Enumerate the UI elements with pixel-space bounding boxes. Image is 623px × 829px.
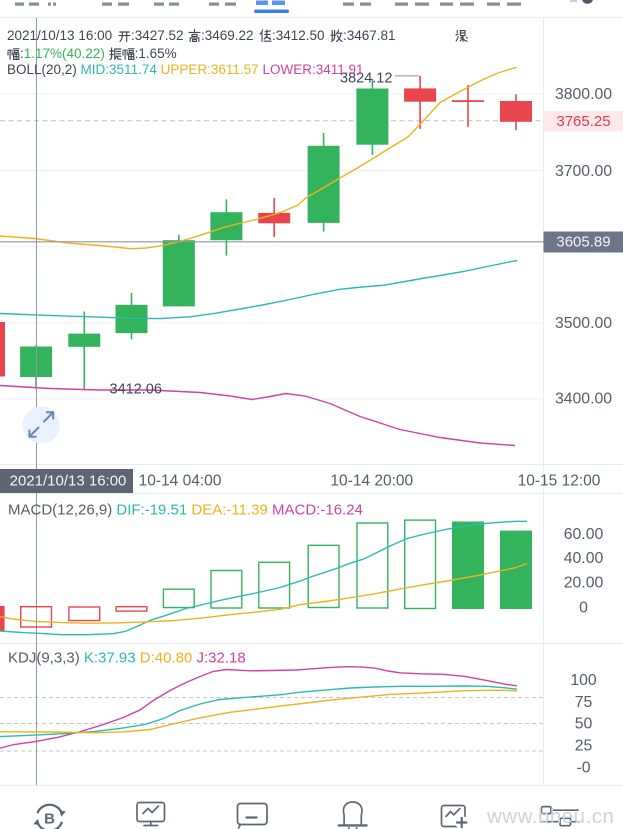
svg-text:2021/10/13 16:00: 2021/10/13 16:00	[10, 473, 127, 490]
svg-text:MACD(12,26,9) DIF:-19.51 DEA:-: MACD(12,26,9) DIF:-19.51 DEA:-11.39 MACD…	[8, 502, 363, 519]
svg-text:3700.00: 3700.00	[555, 163, 612, 180]
svg-text:3400.00: 3400.00	[555, 391, 612, 408]
svg-text:3824.12: 3824.12	[340, 71, 392, 87]
svg-text:KDJ(9,3,3) K:37.93 D:40.80 J:3: KDJ(9,3,3) K:37.93 D:40.80 J:32.18	[8, 650, 246, 667]
svg-text:10-14 04:00: 10-14 04:00	[139, 473, 222, 490]
svg-text:40.00: 40.00	[564, 550, 604, 567]
svg-text:20.00: 20.00	[564, 575, 604, 592]
svg-text:25: 25	[575, 738, 593, 755]
svg-text:3412.06: 3412.06	[110, 382, 162, 398]
svg-text:3605.89: 3605.89	[556, 234, 610, 251]
svg-text:0: 0	[579, 599, 588, 616]
svg-text:3765.25: 3765.25	[556, 113, 610, 130]
svg-text:50: 50	[575, 716, 593, 733]
svg-text:3500.00: 3500.00	[555, 315, 612, 332]
svg-text:60.00: 60.00	[564, 526, 604, 543]
svg-text:10-15 12:00: 10-15 12:00	[518, 473, 601, 490]
svg-text:75: 75	[575, 694, 593, 711]
svg-text:100: 100	[570, 672, 597, 689]
svg-text:B: B	[44, 810, 55, 827]
svg-text:10-14 20:00: 10-14 20:00	[330, 473, 413, 490]
svg-text:3800.00: 3800.00	[555, 86, 612, 103]
svg-text:-0: -0	[576, 760, 590, 777]
